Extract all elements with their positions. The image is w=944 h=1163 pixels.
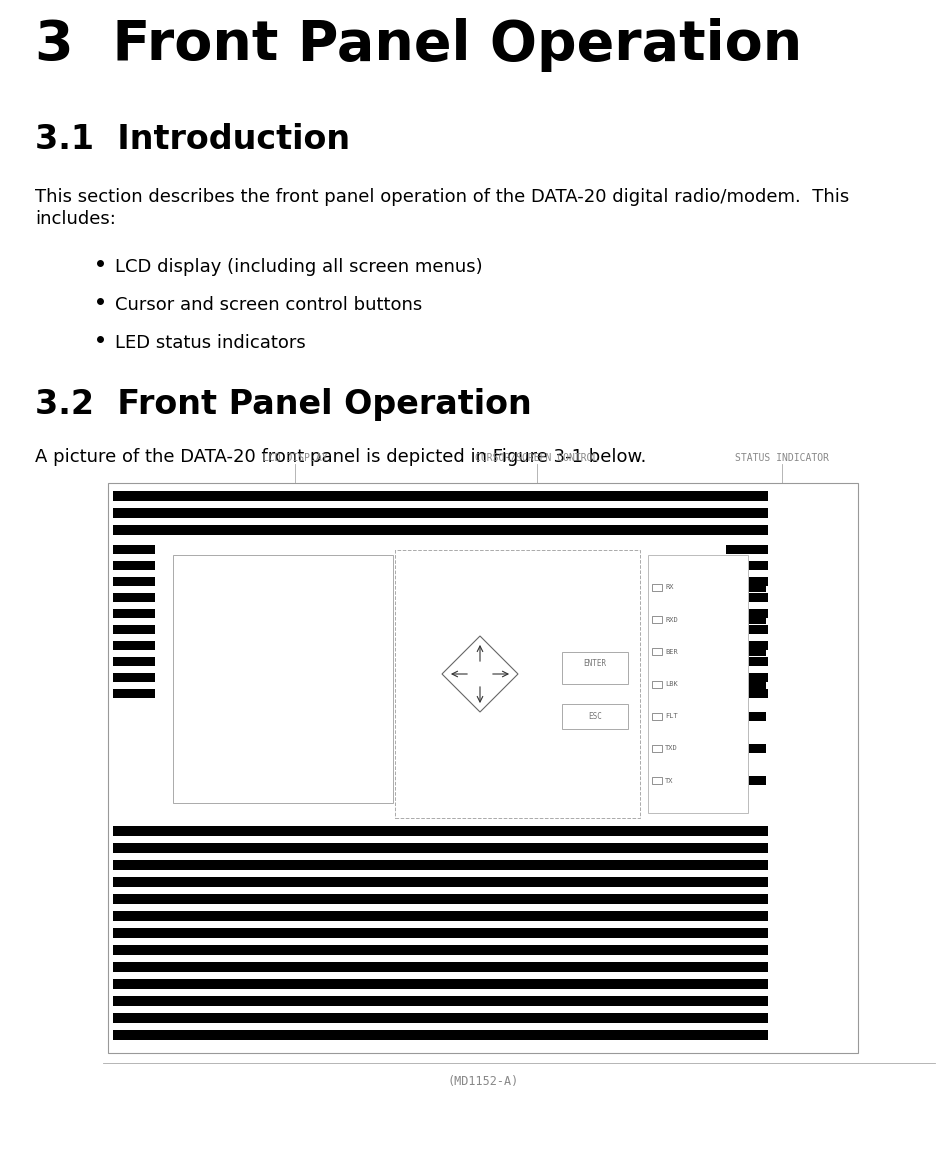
Bar <box>113 657 155 666</box>
Bar <box>562 704 628 729</box>
Text: LBK: LBK <box>665 682 677 687</box>
Bar <box>725 673 767 682</box>
Text: 3.1  Introduction: 3.1 Introduction <box>35 123 350 156</box>
Text: 3.2  Front Panel Operation: 3.2 Front Panel Operation <box>35 388 531 421</box>
Bar <box>113 843 767 852</box>
Bar <box>725 657 767 666</box>
Bar <box>173 555 393 802</box>
Text: CURSOR/SCREEN CONTROL: CURSOR/SCREEN CONTROL <box>475 454 598 463</box>
Bar <box>113 593 155 602</box>
Bar <box>113 625 155 634</box>
Bar <box>113 946 767 955</box>
Bar <box>725 688 767 698</box>
Bar <box>725 609 767 618</box>
Text: RX: RX <box>665 584 673 591</box>
Bar <box>113 577 155 586</box>
Bar <box>725 593 767 602</box>
Bar <box>113 826 767 836</box>
Bar <box>113 673 155 682</box>
Bar <box>651 745 662 752</box>
Bar <box>725 625 767 634</box>
Text: TX: TX <box>665 778 673 784</box>
Bar <box>113 894 767 904</box>
Bar <box>113 996 767 1006</box>
Bar <box>113 641 155 650</box>
Bar <box>651 777 662 784</box>
Bar <box>113 688 155 698</box>
Text: (MD1152-A): (MD1152-A) <box>447 1075 518 1089</box>
Text: This section describes the front panel operation of the DATA-20 digital radio/mo: This section describes the front panel o… <box>35 188 849 206</box>
Text: ENTER: ENTER <box>582 659 606 669</box>
Text: TXD: TXD <box>665 745 677 751</box>
Bar <box>725 641 767 650</box>
Text: ESC: ESC <box>587 712 601 721</box>
Bar <box>651 584 662 591</box>
Bar <box>651 648 662 655</box>
Bar <box>113 928 767 939</box>
Bar <box>729 615 766 625</box>
Bar <box>113 508 767 518</box>
Bar <box>113 491 767 501</box>
Bar <box>113 962 767 972</box>
Bar <box>725 577 767 586</box>
Text: includes:: includes: <box>35 211 116 228</box>
Bar <box>113 979 767 989</box>
Bar <box>729 679 766 688</box>
Bar <box>113 1030 767 1040</box>
Bar <box>113 911 767 921</box>
Bar <box>113 609 155 618</box>
Bar <box>113 1013 767 1023</box>
Text: FLT: FLT <box>665 713 677 719</box>
Bar <box>651 713 662 720</box>
Bar <box>729 744 766 752</box>
Bar <box>113 859 767 870</box>
Bar <box>113 877 767 887</box>
Text: RXD: RXD <box>665 616 677 622</box>
Text: 3  Front Panel Operation: 3 Front Panel Operation <box>35 17 801 72</box>
Text: LCD DISPLAY: LCD DISPLAY <box>262 454 327 463</box>
Bar <box>729 648 766 656</box>
Bar <box>562 652 628 684</box>
Bar <box>113 561 155 570</box>
Bar <box>113 525 767 535</box>
Text: A picture of the DATA-20 front panel is depicted in Figure 3-1 below.: A picture of the DATA-20 front panel is … <box>35 448 646 466</box>
Bar <box>651 680 662 687</box>
Text: STATUS INDICATOR: STATUS INDICATOR <box>734 454 828 463</box>
Bar <box>729 712 766 721</box>
Bar <box>395 550 639 818</box>
Bar <box>113 545 155 554</box>
Bar <box>725 545 767 554</box>
Bar <box>108 483 857 1053</box>
Bar <box>729 776 766 785</box>
Text: Cursor and screen control buttons: Cursor and screen control buttons <box>115 297 422 314</box>
Text: BER: BER <box>665 649 677 655</box>
Bar <box>729 583 766 592</box>
Bar <box>725 561 767 570</box>
Bar <box>648 555 748 813</box>
Text: LCD display (including all screen menus): LCD display (including all screen menus) <box>115 258 482 276</box>
Text: LED status indicators: LED status indicators <box>115 334 306 352</box>
Bar <box>651 616 662 623</box>
